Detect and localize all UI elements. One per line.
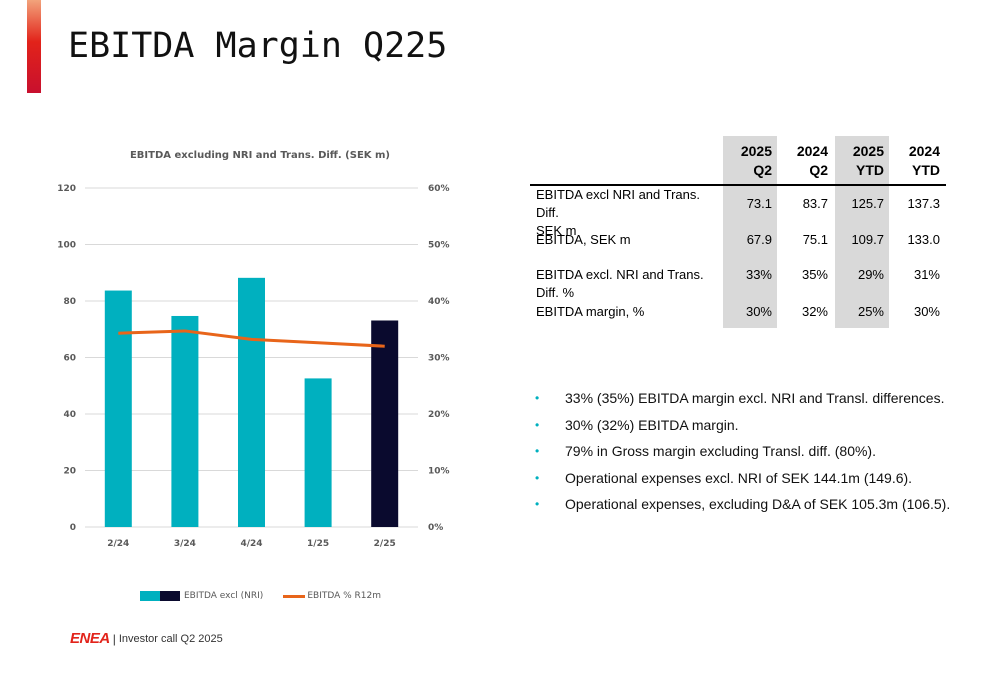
bullet-text: 33% (35%) EBITDA margin excl. NRI and Tr… (565, 390, 945, 406)
y-right-tick-label: 0% (428, 523, 443, 533)
x-tick-label: 1/25 (307, 539, 329, 549)
y-right-tick-label: 50% (428, 241, 450, 251)
list-item: • 33% (35%) EBITDA margin excl. NRI and T… (535, 389, 950, 416)
header-period: YTD (912, 162, 940, 178)
header-divider (530, 184, 946, 186)
row-label-ebitda-margin: EBITDA margin, % (536, 304, 645, 319)
header-year: 2025 (852, 143, 884, 159)
table-cell: 83.7 (802, 196, 828, 211)
bar (371, 320, 399, 527)
header-year: 2024 (796, 143, 828, 159)
row-label-line: EBITDA excl NRI and Trans. Diff. (536, 187, 701, 220)
legend-swatch-line (283, 594, 306, 598)
table-header-2024-ytd: 2024 YTD (890, 142, 940, 180)
list-item: • 30% (32%) EBITDA margin. (535, 416, 950, 443)
header-period: Q2 (809, 162, 828, 178)
table-cell: 30% (745, 304, 772, 319)
highlight-column-q2 (723, 136, 777, 328)
y-left-tick-label: 20 (63, 467, 76, 477)
y-left-tick-label: 0 (70, 523, 76, 533)
chart-title: EBITDA excluding NRI and Trans. Diff. (S… (129, 150, 391, 161)
legend-swatch-bar (140, 591, 160, 601)
bullet-text: Operational expenses, excluding D&A of S… (565, 496, 951, 512)
y-left-tick-label: 40 (63, 410, 76, 420)
row-label-ebitda-excl-sek: EBITDA excl NRI and Trans. Diff. SEK m (536, 186, 726, 240)
header-year: 2024 (908, 143, 940, 159)
bullet-icon: • (535, 444, 540, 458)
bullet-text: Operational expenses excl. NRI of SEK 14… (565, 469, 913, 486)
bullet-icon: • (535, 497, 540, 511)
table-cell: 109.7 (851, 232, 884, 247)
bullet-icon: • (535, 470, 540, 485)
legend-swatch-bar-current (160, 591, 180, 601)
y-right-tick-label: 10% (428, 467, 450, 477)
row-label-ebitda-sek: EBITDA, SEK m (536, 232, 631, 247)
row-label-line: SEK m (536, 223, 577, 238)
bullet-list: • 33% (35%) EBITDA margin excl. NRI and T… (535, 389, 950, 522)
y-right-tick-label: 40% (428, 297, 450, 307)
chart-legend: EBITDA excl (NRI) EBITDA % R12m (140, 590, 381, 602)
bullet-icon: • (535, 417, 540, 432)
table-cell: 33% (745, 267, 772, 282)
table-cell: 137.3 (907, 196, 940, 211)
list-item: • 79% in Gross margin excluding Transl. d… (535, 442, 950, 469)
y-right-tick-label: 20% (428, 410, 450, 420)
legend-label-bars: EBITDA excl (NRI) (184, 591, 264, 601)
list-item: • Operational expenses excl. NRI of SEK 1… (535, 469, 950, 496)
table-cell: 35% (801, 267, 828, 282)
bullet-icon: • (535, 391, 540, 405)
y-right-tick-label: 30% (428, 354, 450, 364)
table-header-2025-q2: 2025 Q2 (722, 142, 772, 180)
header-period: Q2 (753, 162, 772, 178)
accent-bar (27, 0, 41, 93)
table-cell: 32% (801, 304, 828, 319)
y-left-tick-label: 100 (57, 241, 76, 251)
bullet-text: 79% in Gross margin excluding Transl. di… (565, 443, 876, 459)
bar (238, 277, 265, 527)
table-cell: 125.7 (851, 196, 884, 211)
header-year: 2025 (740, 143, 772, 159)
highlight-column-ytd (835, 136, 889, 328)
list-item: • Operational expenses, excluding D&A of … (535, 495, 950, 522)
table-cell: 73.1 (746, 196, 772, 211)
table-cell: 75.1 (802, 232, 828, 247)
table-cell: 30% (913, 304, 940, 319)
y-right-tick-label: 60% (428, 184, 450, 194)
footer-separator: | (112, 631, 116, 646)
bullet-text: 30% (32%) EBITDA margin. (565, 416, 739, 433)
bar (104, 290, 132, 527)
page-title: EBITDA Margin Q225 (68, 26, 448, 66)
footer: ENEA | Investor call Q2 2025 (70, 630, 223, 647)
table-header-2025-ytd: 2025 YTD (834, 142, 884, 180)
header-period: YTD (856, 162, 884, 178)
x-tick-label: 2/24 (107, 539, 129, 549)
bar (171, 315, 199, 527)
line-series-ebitda-pct (118, 329, 385, 348)
x-tick-label: 4/24 (240, 539, 262, 549)
y-left-tick-label: 80 (63, 297, 76, 307)
table-header-2024-q2: 2024 Q2 (778, 142, 828, 180)
legend-label-line: EBITDA % R12m (307, 591, 382, 601)
table-cell: 133.0 (907, 232, 940, 247)
table-cell: 29% (857, 267, 884, 282)
x-tick-label: 2/25 (374, 539, 396, 549)
enea-logo: ENEA (70, 630, 110, 647)
table-cell: 25% (857, 304, 884, 319)
bar (304, 378, 332, 527)
table-cell: 67.9 (746, 232, 772, 247)
x-tick-label: 3/24 (174, 539, 196, 549)
y-left-tick-label: 60 (63, 354, 76, 364)
footer-text: Investor call Q2 2025 (118, 632, 223, 645)
table-cell: 31% (913, 267, 940, 282)
row-label-ebitda-excl-pct: EBITDA excl. NRI and Trans. Diff. % (536, 267, 704, 300)
y-left-tick-label: 120 (57, 184, 76, 194)
